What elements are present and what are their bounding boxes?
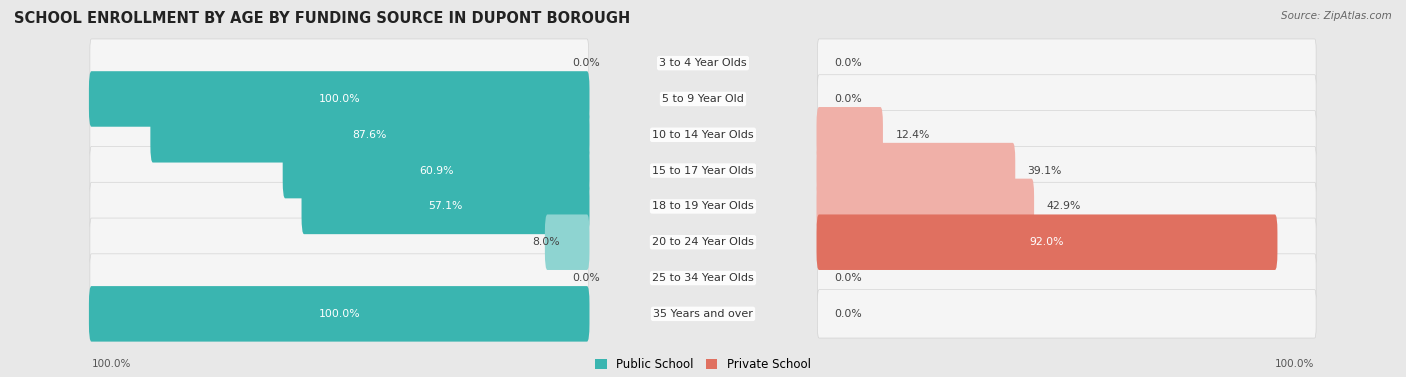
FancyBboxPatch shape	[301, 179, 589, 234]
FancyBboxPatch shape	[817, 254, 1316, 302]
FancyBboxPatch shape	[90, 218, 589, 267]
Text: 57.1%: 57.1%	[429, 201, 463, 211]
Text: 92.0%: 92.0%	[1029, 237, 1064, 247]
Text: 100.0%: 100.0%	[91, 359, 131, 369]
Text: 42.9%: 42.9%	[1046, 201, 1081, 211]
Text: 0.0%: 0.0%	[834, 309, 862, 319]
FancyBboxPatch shape	[817, 146, 1316, 195]
FancyBboxPatch shape	[89, 71, 589, 127]
Text: 18 to 19 Year Olds: 18 to 19 Year Olds	[652, 201, 754, 211]
FancyBboxPatch shape	[817, 110, 1316, 159]
Text: 39.1%: 39.1%	[1028, 166, 1062, 176]
FancyBboxPatch shape	[817, 107, 883, 162]
FancyBboxPatch shape	[817, 75, 1316, 123]
FancyBboxPatch shape	[90, 110, 589, 159]
Legend: Public School, Private School: Public School, Private School	[595, 358, 811, 371]
FancyBboxPatch shape	[817, 39, 1316, 87]
Text: 25 to 34 Year Olds: 25 to 34 Year Olds	[652, 273, 754, 283]
FancyBboxPatch shape	[90, 290, 589, 338]
FancyBboxPatch shape	[90, 39, 589, 87]
FancyBboxPatch shape	[150, 107, 589, 162]
FancyBboxPatch shape	[90, 75, 589, 123]
Text: 35 Years and over: 35 Years and over	[652, 309, 754, 319]
Text: 0.0%: 0.0%	[834, 273, 862, 283]
Text: 8.0%: 8.0%	[533, 237, 560, 247]
Text: 87.6%: 87.6%	[353, 130, 387, 140]
FancyBboxPatch shape	[817, 290, 1316, 338]
Text: SCHOOL ENROLLMENT BY AGE BY FUNDING SOURCE IN DUPONT BOROUGH: SCHOOL ENROLLMENT BY AGE BY FUNDING SOUR…	[14, 11, 630, 26]
FancyBboxPatch shape	[283, 143, 589, 198]
FancyBboxPatch shape	[90, 146, 589, 195]
Text: 0.0%: 0.0%	[572, 58, 600, 68]
Text: 15 to 17 Year Olds: 15 to 17 Year Olds	[652, 166, 754, 176]
FancyBboxPatch shape	[817, 215, 1278, 270]
FancyBboxPatch shape	[817, 218, 1316, 267]
Text: 5 to 9 Year Old: 5 to 9 Year Old	[662, 94, 744, 104]
Text: 0.0%: 0.0%	[834, 58, 862, 68]
FancyBboxPatch shape	[89, 286, 589, 342]
Text: 100.0%: 100.0%	[318, 94, 360, 104]
Text: Source: ZipAtlas.com: Source: ZipAtlas.com	[1281, 11, 1392, 21]
Text: 100.0%: 100.0%	[1275, 359, 1315, 369]
Text: 3 to 4 Year Olds: 3 to 4 Year Olds	[659, 58, 747, 68]
Text: 0.0%: 0.0%	[834, 94, 862, 104]
FancyBboxPatch shape	[817, 179, 1033, 234]
FancyBboxPatch shape	[90, 182, 589, 231]
Text: 60.9%: 60.9%	[419, 166, 453, 176]
FancyBboxPatch shape	[90, 254, 589, 302]
FancyBboxPatch shape	[817, 143, 1015, 198]
Text: 100.0%: 100.0%	[318, 309, 360, 319]
FancyBboxPatch shape	[546, 215, 589, 270]
Text: 12.4%: 12.4%	[896, 130, 929, 140]
Text: 20 to 24 Year Olds: 20 to 24 Year Olds	[652, 237, 754, 247]
FancyBboxPatch shape	[817, 182, 1316, 231]
Text: 0.0%: 0.0%	[572, 273, 600, 283]
Text: 10 to 14 Year Olds: 10 to 14 Year Olds	[652, 130, 754, 140]
